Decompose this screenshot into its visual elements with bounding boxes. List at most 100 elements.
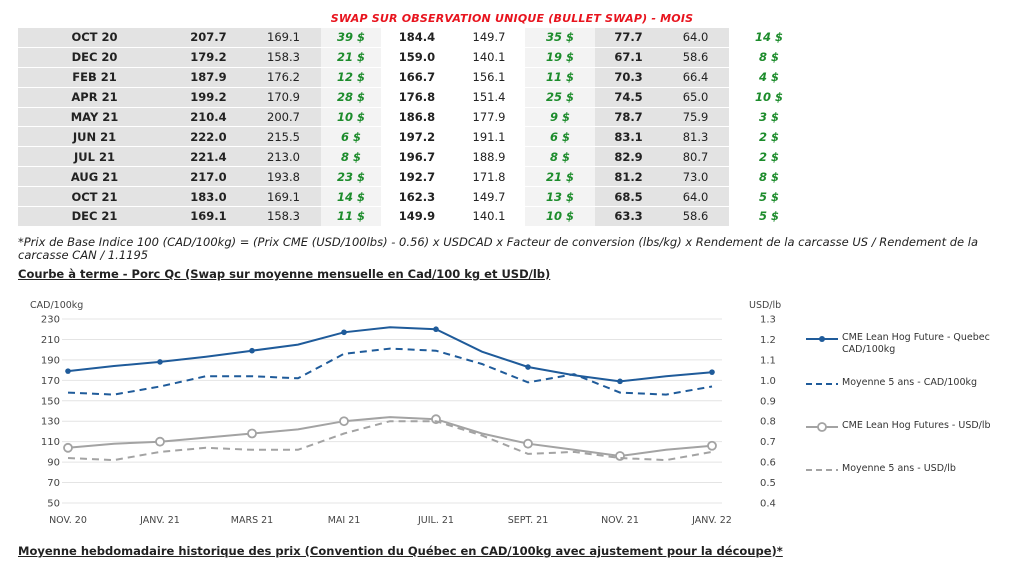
table-cell: 78.7 (595, 107, 662, 128)
table-cell: 196.7 (381, 146, 453, 168)
table-cell: 58.6 (662, 206, 729, 227)
table-cell: 177.9 (453, 107, 525, 128)
y-axis-left-label: CAD/100kg (30, 300, 83, 311)
table-cell: 39 $ (321, 28, 381, 48)
table-cell: 75.9 (662, 107, 729, 128)
table-cell: 176.2 (246, 67, 321, 88)
table-cell: 9 $ (525, 107, 595, 128)
table-cell: 187.9 (171, 67, 246, 88)
table-cell: 169.1 (246, 28, 321, 48)
x-tick-label: MAI 21 (328, 515, 361, 526)
table-cell: 3 $ (729, 107, 809, 128)
table-cell: 213.0 (246, 146, 321, 168)
table-cell: 158.3 (246, 206, 321, 227)
table-row: MAY 21 210.4 200.7 10 $186.8 177.9 9 $78.7 75.… (18, 107, 921, 128)
table-cell: 8 $ (321, 146, 381, 168)
row-month: OCT 20 (18, 28, 171, 48)
row-month: MAY 21 (18, 107, 171, 128)
table-cell: 221.4 (171, 146, 246, 168)
table-cell: 192.7 (381, 166, 453, 188)
legend-swatch-dashed-gray (806, 469, 838, 471)
table-cell: 12 $ (321, 67, 381, 88)
table-cell: 222.0 (171, 126, 246, 148)
table-cell: 81.3 (662, 126, 729, 148)
row-month: FEB 21 (18, 67, 171, 88)
table-cell-empty (809, 47, 921, 68)
table-cell: 166.7 (381, 67, 453, 88)
table-cell: 77.7 (595, 28, 662, 48)
chart-section-title: Courbe à terme - Porc Qc (Swap sur moyen… (18, 267, 551, 281)
table-cell: 5 $ (729, 186, 809, 208)
y-left-tick-label: 110 (41, 437, 60, 448)
y-left-tick-label: 150 (41, 396, 60, 407)
table-cell: 8 $ (729, 166, 809, 188)
table-cell: 215.5 (246, 126, 321, 148)
series-line-1 (67, 347, 713, 396)
table-cell: 191.1 (453, 126, 525, 148)
table-cell: 183.0 (171, 186, 246, 208)
table-cell: 10 $ (321, 107, 381, 128)
x-tick-label: JANV. 21 (139, 515, 180, 526)
y-left-tick-label: 170 (41, 376, 60, 387)
table-cell: 23 $ (321, 166, 381, 188)
table-cell-empty (809, 146, 921, 168)
series-point (341, 329, 347, 336)
y-left-tick-label: 70 (47, 478, 60, 489)
table-cell: 170.9 (246, 87, 321, 108)
table-cell: 140.1 (453, 206, 525, 227)
table-row: APR 21 199.2 170.9 28 $176.8 151.4 25 $74.5 65… (18, 87, 921, 108)
y-right-tick-label: 1.3 (760, 315, 776, 326)
table-cell: 2 $ (729, 146, 809, 168)
x-tick-label: NOV. 20 (49, 515, 87, 526)
row-month: AUG 21 (18, 166, 171, 188)
table-cell: 64.0 (662, 28, 729, 48)
table-cell: 13 $ (525, 186, 595, 208)
table-cell: 63.3 (595, 206, 662, 227)
table-cell: 5 $ (729, 206, 809, 227)
legend-swatch-dashed-blue (806, 383, 838, 385)
table-cell: 8 $ (525, 146, 595, 168)
table-cell: 68.5 (595, 186, 662, 208)
row-month: APR 21 (18, 87, 171, 108)
row-month: OCT 21 (18, 186, 171, 208)
table-row: JUL 21 221.4 213.0 8 $196.7 188.9 8 $82.9 80.7… (18, 146, 921, 168)
table-row: OCT 20 207.7 169.1 39 $184.4 149.7 35 $77.7 64… (18, 28, 921, 48)
series-point (247, 428, 257, 439)
table-cell-empty (809, 107, 921, 128)
table-cell: 19 $ (525, 47, 595, 68)
y-right-tick-label: 1.0 (760, 376, 776, 387)
table-cell: 2 $ (729, 126, 809, 148)
swap-table-title: SWAP SUR OBSERVATION UNIQUE (BULLET SWAP… (330, 12, 694, 25)
table-row: FEB 21 187.9 176.2 12 $166.7 156.1 11 $70.3 66… (18, 67, 921, 88)
legend-swatch-solid-gray-circle (806, 422, 838, 432)
table-cell: 188.9 (453, 146, 525, 168)
y-left-tick-label: 230 (41, 315, 60, 326)
y-right-tick-label: 0.9 (760, 396, 776, 407)
swap-table: OCT 20 207.7 169.1 39 $184.4 149.7 35 $77.7 64… (18, 28, 921, 227)
table-cell: 64.0 (662, 186, 729, 208)
table-cell: 35 $ (525, 28, 595, 48)
row-month: JUN 21 (18, 126, 171, 148)
table-cell: 156.1 (453, 67, 525, 88)
footnote: *Prix de Base Indice 100 (CAD/100kg) = (… (18, 235, 979, 262)
y-right-tick-label: 0.5 (760, 478, 776, 489)
table-cell: 73.0 (662, 166, 729, 188)
table-cell: 6 $ (321, 126, 381, 148)
y-right-tick-label: 1.1 (760, 355, 776, 366)
table-cell: 14 $ (321, 186, 381, 208)
table-cell: 169.1 (246, 186, 321, 208)
table-cell: 158.3 (246, 47, 321, 68)
series-point (709, 369, 715, 375)
y-right-tick-label: 0.6 (760, 458, 776, 469)
series-point (617, 378, 623, 385)
table-cell: 10 $ (729, 87, 809, 108)
series-point (63, 442, 73, 453)
table-row: JUN 21 222.0 215.5 6 $197.2 191.1 6 $83.1 81.3… (18, 126, 921, 148)
table-cell: 162.3 (381, 186, 453, 208)
row-month: DEC 20 (18, 47, 171, 68)
y-right-tick-label: 0.4 (760, 499, 776, 510)
table-cell: 11 $ (321, 206, 381, 227)
table-cell: 21 $ (321, 47, 381, 68)
y-left-tick-label: 130 (41, 417, 60, 428)
legend-label: Moyenne 5 ans - CAD/100kg (842, 377, 978, 388)
